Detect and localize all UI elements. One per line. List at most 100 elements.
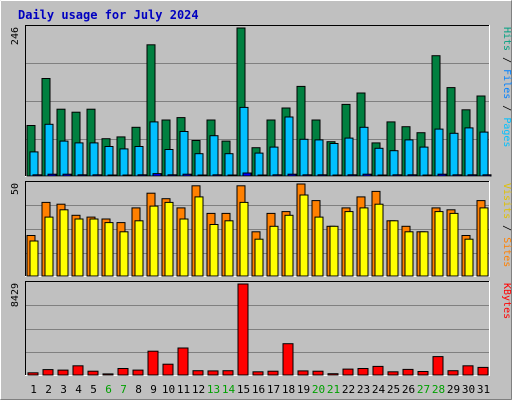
x-tick-label-day-10: 10: [162, 383, 175, 396]
x-tick-label-day-11: 11: [177, 383, 190, 396]
bar-sites-day-2: [44, 216, 54, 277]
x-tick-label-day-24: 24: [372, 383, 386, 396]
bar-files-day-9: [149, 121, 159, 177]
bar-files-day-7: [119, 148, 129, 177]
bar-files-day-6: [104, 146, 114, 177]
legend-entry-pages: Pages: [501, 117, 512, 147]
bar-files-day-24: [374, 147, 384, 177]
bar-sites-day-31: [479, 207, 489, 277]
x-tick-label-day-27: 27: [417, 383, 430, 396]
bar-files-day-1: [29, 151, 39, 177]
bar-pages-day-4: [77, 174, 87, 177]
bar-sites-day-13: [209, 224, 219, 277]
bar-kbytes-day-1: [27, 372, 39, 376]
bar-files-day-31: [479, 131, 489, 177]
bar-kbytes-day-7: [117, 368, 129, 376]
bar-files-day-20: [314, 139, 324, 177]
bar-files-day-16: [254, 152, 264, 177]
x-tick-label-day-17: 17: [267, 383, 280, 396]
x-tick-label-day-2: 2: [45, 383, 52, 396]
chart-title: Daily usage for July 2024: [18, 8, 199, 22]
bar-kbytes-day-9: [147, 350, 159, 376]
bar-sites-day-1: [29, 240, 39, 277]
x-tick-label-day-1: 1: [30, 383, 37, 396]
x-tick-label-day-20: 20: [312, 383, 325, 396]
bar-sites-day-20: [314, 216, 324, 277]
bar-files-day-18: [284, 116, 294, 177]
panel-kbytes: 8429 KBytes: [10, 281, 512, 376]
bar-sites-day-30: [464, 238, 474, 277]
bar-files-day-14: [224, 153, 234, 177]
bar-pages-day-1: [32, 174, 42, 177]
bar-files-day-17: [269, 146, 279, 177]
legend-entry-visits: Visits: [501, 183, 512, 219]
bar-kbytes-day-16: [252, 371, 264, 376]
x-tick-label-day-7: 7: [120, 383, 127, 396]
bar-sites-day-4: [74, 218, 84, 277]
bar-sites-day-11: [179, 218, 189, 277]
bar-files-day-5: [89, 142, 99, 177]
bar-sites-day-15: [239, 201, 249, 277]
bar-pages-day-22: [347, 174, 357, 177]
bar-sites-day-10: [164, 201, 174, 277]
y-max-label-kbytes: 8429: [10, 283, 21, 307]
legend-separator: /: [501, 219, 512, 237]
x-tick-label-day-12: 12: [192, 383, 205, 396]
x-tick-label-day-31: 31: [477, 383, 490, 396]
bar-sites-day-6: [104, 222, 114, 277]
bar-files-day-30: [464, 127, 474, 177]
bar-files-day-22: [344, 137, 354, 177]
legend-entry-files: Files: [501, 69, 512, 99]
legend-entry-kbytes: KBytes: [501, 283, 512, 319]
bar-pages-day-2: [47, 173, 57, 177]
bar-kbytes-day-21: [327, 373, 339, 376]
x-tick-label-day-15: 15: [237, 383, 250, 396]
bar-sites-day-7: [119, 231, 129, 277]
x-axis-labels: 1 2 3 4 5 6 7 8 9 10 11 12 13 14 15 16 17 18 19 20 21 22 23 24 2…: [30, 383, 490, 396]
bar-sites-day-25: [389, 220, 399, 277]
bar-kbytes-day-11: [177, 347, 189, 376]
bar-pages-day-30: [467, 174, 477, 177]
x-tick-label-day-5: 5: [90, 383, 97, 396]
x-tick-label-day-25: 25: [387, 383, 400, 396]
bar-kbytes-day-19: [297, 370, 309, 376]
bar-sites-day-29: [449, 212, 459, 277]
legend-separator: /: [501, 51, 512, 69]
bar-files-day-4: [74, 142, 84, 177]
bar-kbytes-day-30: [462, 365, 474, 376]
bar-kbytes-day-22: [342, 368, 354, 376]
bar-sites-day-22: [344, 211, 354, 277]
bar-sites-day-23: [359, 207, 369, 277]
bar-sites-day-28: [434, 211, 444, 277]
panel-hits: 246 Hits / Files / Pages: [10, 25, 512, 177]
bar-files-day-12: [194, 153, 204, 177]
bar-kbytes-day-6: [102, 373, 114, 376]
bar-kbytes-day-23: [357, 368, 369, 376]
legend-kbytes: KBytes: [501, 283, 512, 319]
y-max-label-visits: 50: [10, 183, 21, 195]
bar-kbytes-day-14: [222, 370, 234, 376]
bar-sites-day-5: [89, 218, 99, 277]
bar-pages-day-20: [317, 174, 327, 177]
bar-files-day-13: [209, 135, 219, 177]
bar-files-day-11: [179, 131, 189, 177]
bar-kbytes-day-31: [477, 366, 489, 376]
bar-kbytes-day-29: [447, 370, 459, 376]
bar-pages-day-26: [407, 174, 417, 177]
bar-pages-day-14: [227, 174, 237, 177]
bar-pages-day-10: [167, 174, 177, 177]
x-tick-label-day-8: 8: [135, 383, 142, 396]
bar-pages-day-28: [437, 173, 447, 177]
x-tick-label-day-18: 18: [282, 383, 295, 396]
bar-files-day-10: [164, 149, 174, 177]
bar-pages-day-5: [92, 174, 102, 177]
panels-group: 246 Hits / Files / Pages 50 Visits / Sites 8…: [10, 25, 512, 376]
legend-visits: Visits / Sites: [501, 183, 512, 267]
bar-files-day-19: [299, 138, 309, 177]
bar-pages-day-6: [107, 174, 117, 177]
bar-sites-day-18: [284, 214, 294, 277]
bar-files-day-29: [449, 132, 459, 177]
legend-hits: Hits / Files / Pages: [501, 27, 512, 147]
bar-files-day-23: [359, 126, 369, 177]
bar-files-day-2: [44, 123, 54, 177]
